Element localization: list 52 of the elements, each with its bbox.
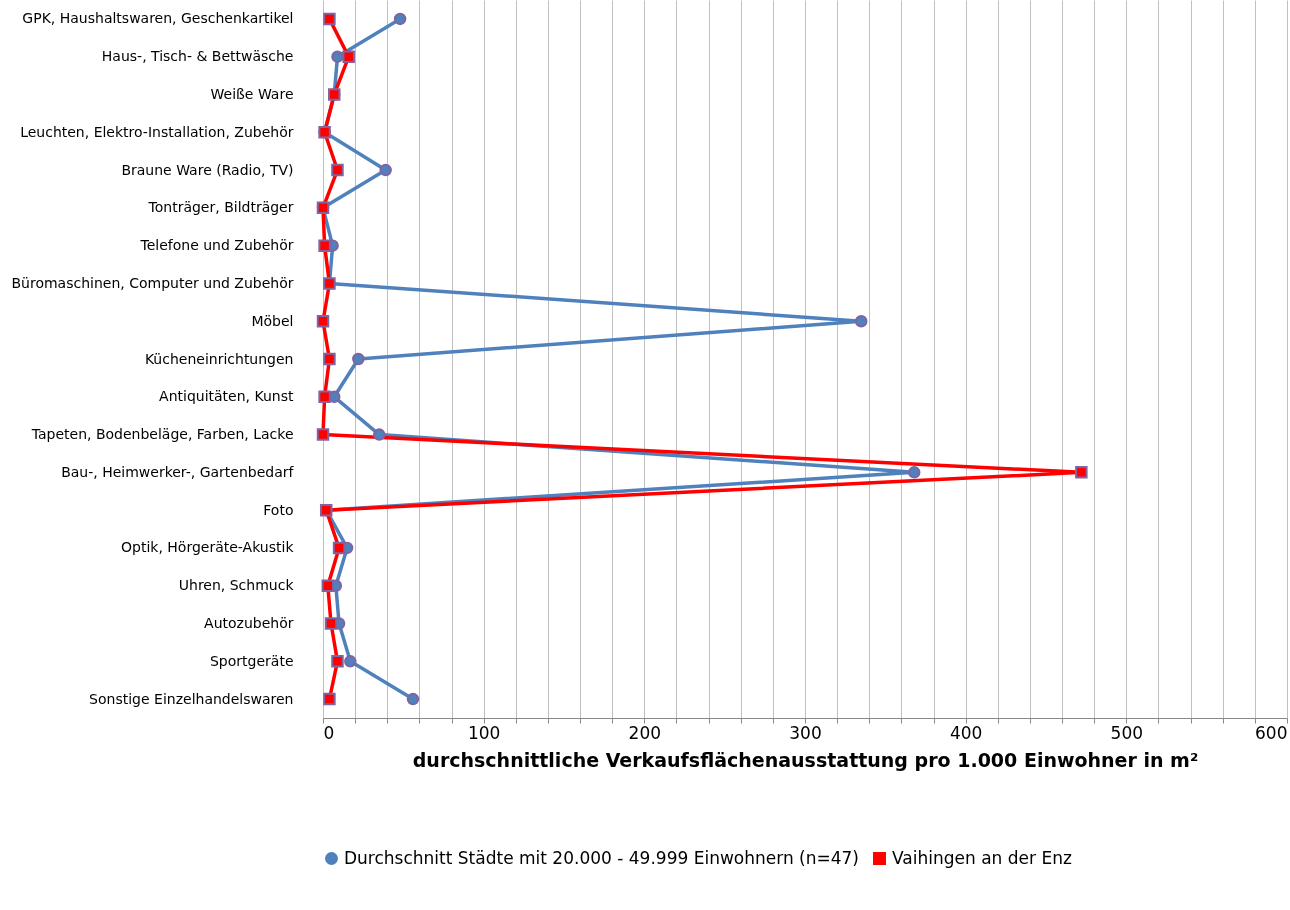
point xyxy=(406,692,420,706)
point xyxy=(316,314,330,328)
point xyxy=(318,239,331,252)
y-tick-label: Braune Ware (Radio, TV) xyxy=(121,161,294,178)
point xyxy=(1075,466,1088,479)
point xyxy=(393,12,407,26)
x-tick-label: 100 xyxy=(467,722,501,743)
y-tick-label: Telefone und Zubehör xyxy=(139,237,294,254)
point xyxy=(331,163,344,177)
point xyxy=(342,50,355,63)
y-tick-label: Foto xyxy=(263,501,294,518)
point xyxy=(321,579,335,592)
y-tick-label: Tapeten, Bodenbeläge, Farben, Lacke xyxy=(30,426,294,443)
y-tick-label: Leuchten, Elektro-Installation, Zubehör xyxy=(20,123,294,140)
x-tick-label: 500 xyxy=(1110,722,1144,743)
point xyxy=(854,314,868,328)
y-tick-label: Haus-, Tisch- & Bettwäsche xyxy=(101,48,294,65)
y-tick-label: Büromaschinen, Computer und Zubehör xyxy=(11,274,294,291)
y-tick-label: Sonstige Einzelhandelswaren xyxy=(89,690,294,707)
point xyxy=(372,428,386,441)
y-tick-label: Kücheneinrichtungen xyxy=(144,350,294,367)
point xyxy=(323,352,336,366)
x-tick-label: 600 xyxy=(1255,722,1288,743)
point xyxy=(324,617,338,630)
point xyxy=(331,655,344,668)
legend-label: Durchschnitt Städte mit 20.000 - 49.999 Einwohnern (n=47) xyxy=(344,847,860,868)
point xyxy=(316,428,330,441)
y-tick-label: Möbel xyxy=(251,312,294,329)
point xyxy=(323,12,336,26)
x-tick-label: 0 xyxy=(323,722,335,743)
x-tick-label: 200 xyxy=(628,722,662,743)
point xyxy=(352,352,365,366)
y-tick-label: Antiquitäten, Kunst xyxy=(159,388,295,405)
legend-label: Vaihingen an der Enz xyxy=(892,847,1072,868)
point xyxy=(344,655,357,668)
y-tick-label: Autozubehör xyxy=(204,615,294,632)
point xyxy=(332,541,346,555)
point xyxy=(318,390,331,404)
point xyxy=(331,50,344,63)
y-tick-label: Optik, Hörgeräte-Akustik xyxy=(121,539,295,556)
y-tick-label: Weiße Ware xyxy=(210,85,294,102)
y-tick-label: Tonträger, Bildträger xyxy=(147,199,294,216)
point xyxy=(323,692,336,706)
y-tick-label: Uhren, Schmuck xyxy=(178,577,295,594)
point xyxy=(379,163,392,177)
x-axis-title: durchschnittliche Verkaufsflächenausstattung pro 1.000 Einwohner in m² xyxy=(412,748,1199,771)
point xyxy=(908,466,921,479)
x-tick-label: 300 xyxy=(789,722,822,743)
y-tick-label: GPK, Haushaltswaren, Geschenkartikel xyxy=(22,10,294,27)
y-tick-label: Sportgeräte xyxy=(209,652,294,669)
y-tick-label: Bau-, Heimwerker-, Gartenbedarf xyxy=(61,463,295,480)
x-tick-label: 400 xyxy=(949,722,983,743)
